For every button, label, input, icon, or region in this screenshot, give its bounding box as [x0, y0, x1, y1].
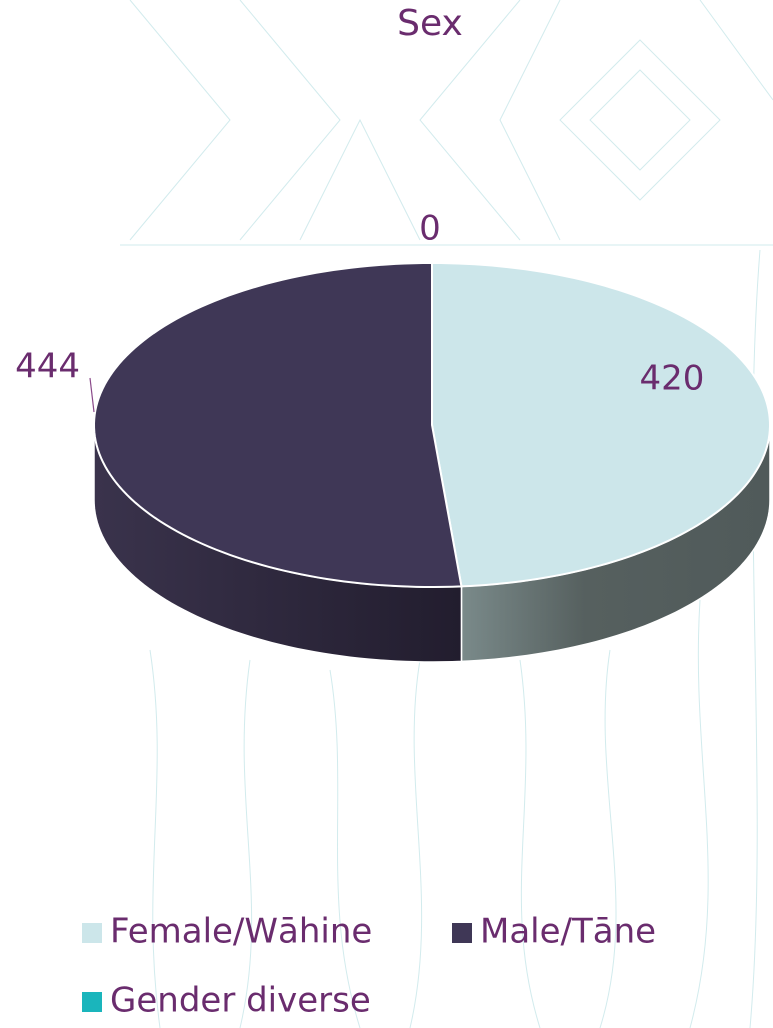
chart: Sex 420 444 0 Female/Wāhine Male/Tāne Gender…	[0, 0, 773, 1028]
data-label: 420	[640, 359, 705, 399]
chart-title: Sex	[397, 3, 463, 44]
pie: 420 444 0	[15, 209, 770, 662]
legend-label: Gender diverse	[110, 981, 371, 1021]
legend: Female/Wāhine Male/Tāne Gender diverse	[82, 912, 656, 1021]
data-label: 444	[15, 347, 80, 387]
legend-swatch	[82, 992, 102, 1012]
legend-label: Male/Tāne	[480, 912, 656, 952]
leader-line	[90, 378, 94, 412]
legend-swatch	[82, 923, 102, 943]
page: {"chart_data": {"type": "pie3d", "title"…	[0, 0, 773, 1028]
legend-swatch	[452, 923, 472, 943]
legend-label: Female/Wāhine	[110, 912, 372, 952]
data-label: 0	[419, 209, 441, 249]
